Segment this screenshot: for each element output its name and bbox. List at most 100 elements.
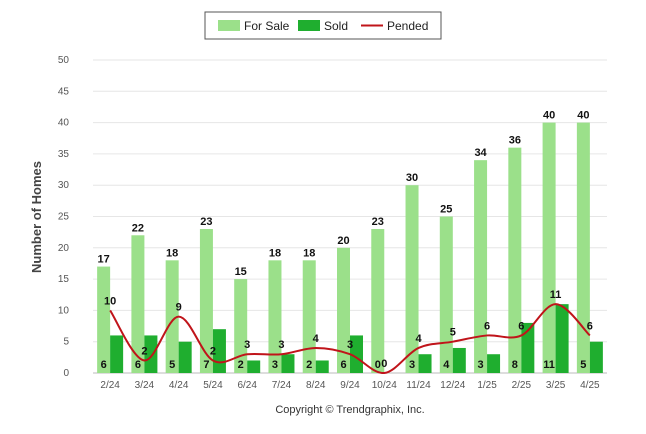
x-tick-label: 2/24 xyxy=(100,380,120,391)
x-tick-label: 9/24 xyxy=(340,380,360,391)
data-label-sold: 2 xyxy=(238,359,244,371)
data-label-sold: 3 xyxy=(409,359,415,371)
y-tick-label: 10 xyxy=(58,305,70,316)
data-label-sold: 2 xyxy=(306,359,312,371)
bar-sold xyxy=(315,360,329,373)
data-label-sold: 3 xyxy=(272,359,278,371)
y-tick-label: 25 xyxy=(58,212,70,223)
bar-sold xyxy=(418,354,432,373)
data-label-pended: 6 xyxy=(484,320,490,332)
bar-for-sale xyxy=(199,229,213,373)
y-tick-label: 35 xyxy=(58,149,70,160)
legend-label-pended: Pended xyxy=(387,19,428,33)
data-label-sold: 8 xyxy=(512,359,518,371)
bar-for-sale xyxy=(234,279,248,373)
x-tick-label: 8/24 xyxy=(306,380,326,391)
data-label-pended: 6 xyxy=(587,320,593,332)
data-label-pended: 4 xyxy=(415,333,422,345)
y-axis-label: Number of Homes xyxy=(29,161,44,273)
data-label-pended: 9 xyxy=(176,302,182,314)
y-tick-label: 30 xyxy=(58,180,70,191)
bar-sold xyxy=(555,304,569,373)
data-label-for-sale: 30 xyxy=(406,172,418,184)
data-label-pended: 3 xyxy=(347,339,353,351)
data-label-pended: 10 xyxy=(104,295,116,307)
y-tick-label: 5 xyxy=(63,337,69,348)
bar-for-sale xyxy=(405,185,419,373)
bar-for-sale xyxy=(302,260,316,373)
bar-sold xyxy=(144,335,158,373)
copyright-text: Copyright © Trendgraphix, Inc. xyxy=(275,404,424,416)
bar-for-sale xyxy=(371,229,385,373)
data-label-pended: 3 xyxy=(278,339,284,351)
data-label-sold: 4 xyxy=(443,359,450,371)
x-tick-label: 3/24 xyxy=(135,380,155,391)
data-label-for-sale: 18 xyxy=(269,247,281,259)
legend-swatch-sold xyxy=(298,20,320,31)
pended-series-line xyxy=(109,303,591,374)
bar-sold xyxy=(452,347,466,373)
data-label-for-sale: 18 xyxy=(303,247,315,259)
data-label-pended: 6 xyxy=(518,320,524,332)
data-label-pended: 4 xyxy=(313,333,320,345)
legend-label-sold: Sold xyxy=(324,19,348,33)
data-labels: 1762261852371521831822062303032543433684… xyxy=(98,110,593,371)
y-tick-label: 45 xyxy=(58,86,70,97)
bar-sold xyxy=(521,322,535,373)
bar-sold xyxy=(281,354,295,373)
bar-for-sale xyxy=(576,122,590,373)
data-label-for-sale: 23 xyxy=(372,216,384,228)
x-tick-label: 1/25 xyxy=(477,380,497,391)
x-tick-label: 4/25 xyxy=(580,380,600,391)
data-label-pended: 5 xyxy=(450,327,456,339)
data-label-sold: 5 xyxy=(580,359,586,371)
data-label-for-sale: 40 xyxy=(543,110,555,122)
legend: For Sale Sold Pended xyxy=(204,11,442,40)
x-tick-label: 2/25 xyxy=(512,380,532,391)
x-tick-label: 7/24 xyxy=(272,380,292,391)
legend-label-for-sale: For Sale xyxy=(244,19,290,33)
bar-for-sale xyxy=(439,216,453,373)
data-label-sold: 0 xyxy=(375,359,381,371)
x-tick-label: 5/24 xyxy=(203,380,223,391)
bar-for-sale xyxy=(268,260,282,373)
data-label-sold: 5 xyxy=(169,359,175,371)
legend-swatch-for-sale xyxy=(218,20,240,31)
x-tick-label: 11/24 xyxy=(406,380,431,391)
x-tick-label: 6/24 xyxy=(237,380,257,391)
x-tick-label: 4/24 xyxy=(169,380,189,391)
bar-sold xyxy=(110,335,124,373)
legend-box xyxy=(204,11,442,40)
data-label-sold: 7 xyxy=(203,359,209,371)
y-tick-label: 0 xyxy=(63,368,69,379)
data-label-pended: 0 xyxy=(381,358,387,370)
data-label-for-sale: 40 xyxy=(577,110,589,122)
y-tick-label: 20 xyxy=(58,243,70,254)
bar-for-sale xyxy=(97,266,111,373)
data-label-for-sale: 36 xyxy=(509,135,521,147)
x-axis-ticks: 2/24 3/24 4/24 5/24 6/24 7/24 8/24 9/24 10/24 11/… xyxy=(100,380,600,391)
data-label-sold: 3 xyxy=(478,359,484,371)
data-label-pended: 2 xyxy=(141,345,147,357)
bar-sold xyxy=(350,335,363,373)
data-label-for-sale: 25 xyxy=(440,204,452,216)
data-label-for-sale: 18 xyxy=(166,247,178,259)
bar-sold xyxy=(589,341,603,373)
data-label-for-sale: 22 xyxy=(132,222,144,234)
data-label-pended: 2 xyxy=(210,345,216,357)
data-label-pended: 11 xyxy=(550,289,562,301)
bar-for-sale xyxy=(131,235,145,373)
data-label-for-sale: 34 xyxy=(474,147,487,159)
data-label-sold: 6 xyxy=(101,359,107,371)
data-label-sold: 11 xyxy=(543,359,555,371)
y-tick-label: 50 xyxy=(58,55,70,66)
data-label-pended: 3 xyxy=(244,339,250,351)
x-tick-label: 10/24 xyxy=(372,380,397,391)
bar-for-sale xyxy=(165,260,179,373)
bar-sold xyxy=(178,341,192,373)
bar-sold xyxy=(247,360,261,373)
bar-for-sale xyxy=(474,160,488,373)
bars xyxy=(97,122,603,373)
y-tick-label: 15 xyxy=(58,274,70,285)
